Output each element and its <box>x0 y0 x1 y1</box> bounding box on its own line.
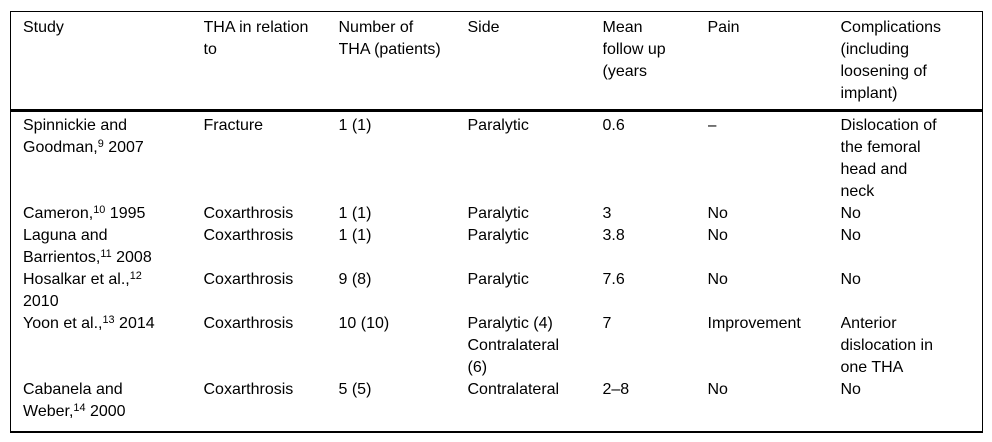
cell-tha-relation: Coxarthrosis <box>203 205 294 222</box>
column-header-pain: Pain <box>707 11 841 112</box>
cell-pain: Improvement <box>707 315 801 332</box>
cell-mean-follow-up: 7.6 <box>602 271 625 288</box>
cell-side: Contralateral <box>467 381 560 398</box>
cell-side: Paralytic <box>467 227 529 244</box>
cell-mean-follow-up: 2–8 <box>602 381 630 398</box>
cell-complications: Anterior dislocation in one THA <box>840 315 934 376</box>
cell-side: Paralytic (4) Contralateral (6) <box>467 315 560 376</box>
cell-mean-follow-up: 7 <box>602 315 612 332</box>
cell-number-of-tha: 1 (1) <box>338 205 372 222</box>
table-row: Hosalkar et al.,12 2010 Coxarthrosis 9 (8… <box>11 269 983 313</box>
cell-mean-follow-up: 3.8 <box>602 227 625 244</box>
header-row: Study THA in relation to Number of THA (pa… <box>10 11 983 112</box>
cell-tha-relation: Coxarthrosis <box>203 381 294 398</box>
cell-side: Paralytic <box>467 271 529 288</box>
cell-pain: – <box>707 117 717 134</box>
cell-study: Laguna and Barrientos,11 2008 <box>23 227 152 266</box>
cell-study: Cameron,10 1995 <box>23 204 146 222</box>
column-header-study: Study <box>10 11 204 112</box>
study-comparison-table: Study THA in relation to Number of THA (pa… <box>10 11 983 433</box>
cell-tha-relation: Coxarthrosis <box>203 271 294 288</box>
table-row: Yoon et al.,13 2014 Coxarthrosis 10 (10)… <box>11 313 983 379</box>
cell-number-of-tha: 1 (1) <box>338 227 372 244</box>
table-row: Laguna and Barrientos,11 2008 Coxarthrosi… <box>11 225 983 269</box>
cell-complications: No <box>840 227 861 244</box>
cell-study: Cabanela and Weber,14 2000 <box>23 381 126 420</box>
cell-pain: No <box>707 271 728 288</box>
column-header-side: Side <box>467 11 603 112</box>
cell-pain: No <box>707 381 728 398</box>
cell-tha-relation: Fracture <box>203 117 264 134</box>
cell-study: Yoon et al.,13 2014 <box>23 314 155 332</box>
cell-mean-follow-up: 0.6 <box>602 117 625 134</box>
cell-number-of-tha: 1 (1) <box>338 117 372 134</box>
cell-study: Spinnickie and Goodman,9 2007 <box>23 117 144 156</box>
column-header-tha-relation: THA in relation to <box>203 11 339 112</box>
cell-tha-relation: Coxarthrosis <box>203 315 294 332</box>
cell-pain: No <box>707 227 728 244</box>
column-header-complications: Complications (including loosening of impla… <box>840 11 983 112</box>
cell-tha-relation: Coxarthrosis <box>203 227 294 244</box>
table-row: Cameron,10 1995 Coxarthrosis 1 (1) Paral… <box>11 203 983 225</box>
cell-number-of-tha: 5 (5) <box>338 381 372 398</box>
cell-side: Paralytic <box>467 205 529 222</box>
cell-study: Hosalkar et al.,12 2010 <box>23 270 142 310</box>
cell-complications: Dislocation of the femoral head and neck <box>840 117 937 200</box>
cell-number-of-tha: 10 (10) <box>338 315 390 332</box>
column-header-mean-follow-up: Mean follow up (years <box>602 11 708 112</box>
cell-complications: No <box>840 271 861 288</box>
table-row: Cabanela and Weber,14 2000 Coxarthrosis 5… <box>11 379 983 432</box>
table-row: Spinnickie and Goodman,9 2007 Fracture 1 … <box>11 111 983 204</box>
cell-number-of-tha: 9 (8) <box>338 271 372 288</box>
cell-mean-follow-up: 3 <box>602 205 612 222</box>
cell-complications: No <box>840 205 861 222</box>
cell-pain: No <box>707 205 728 222</box>
cell-complications: No <box>840 381 861 398</box>
column-header-number-of-tha: Number of THA (patients) <box>338 11 468 112</box>
cell-side: Paralytic <box>467 117 529 134</box>
